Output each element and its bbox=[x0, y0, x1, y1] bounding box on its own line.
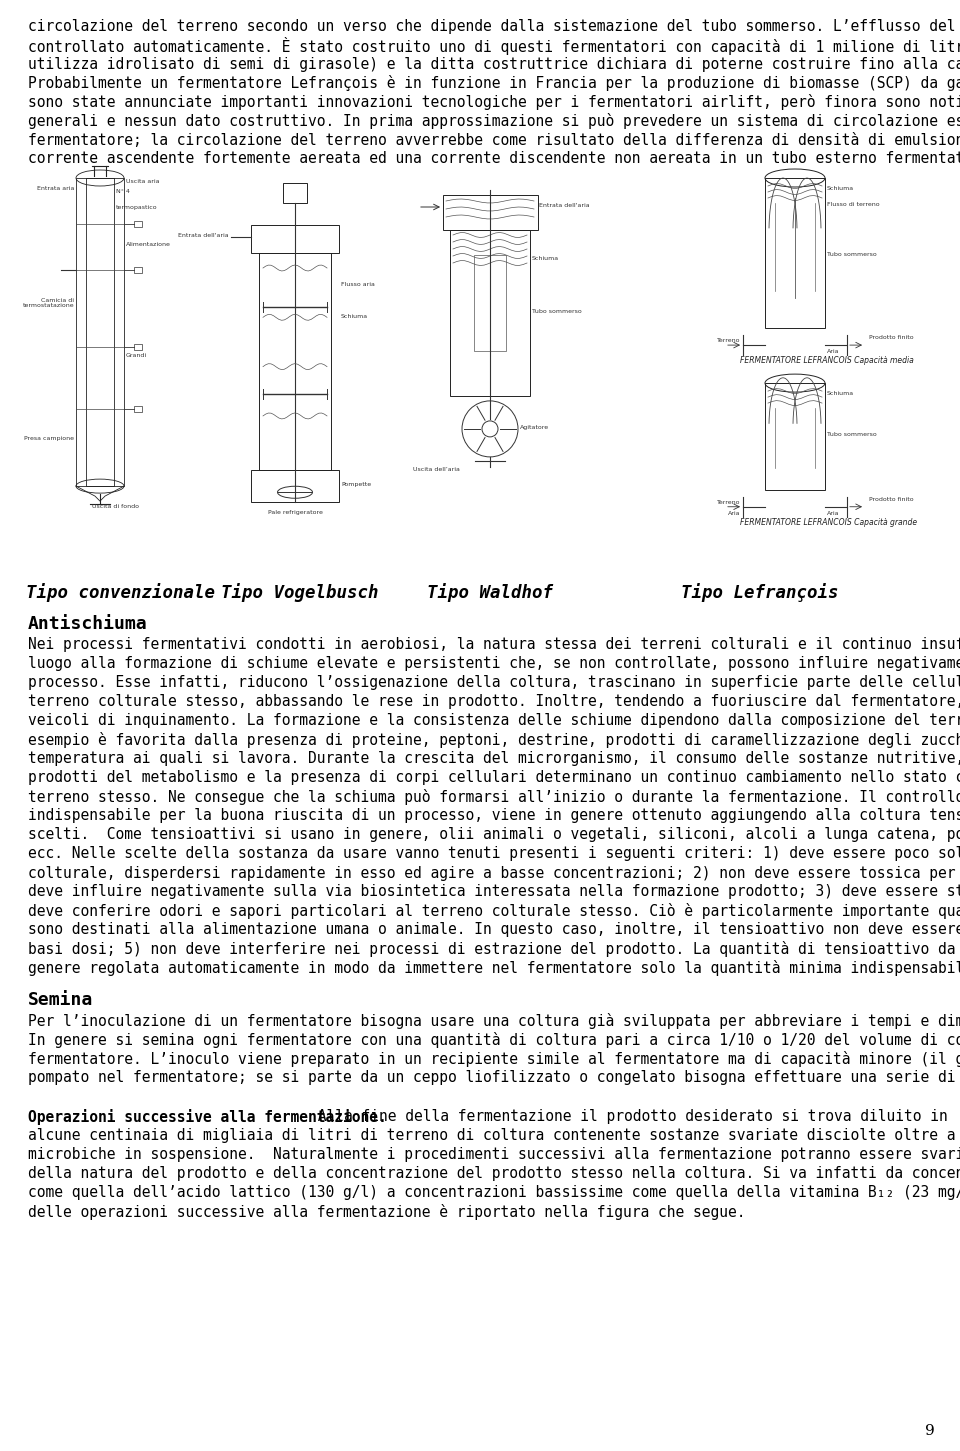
Text: microbiche in sospensione.  Naturalmente i procedimenti successivi alla fermenta: microbiche in sospensione. Naturalmente … bbox=[28, 1146, 960, 1162]
Text: processo. Esse infatti, riducono l’ossigenazione della coltura, trascinano in su: processo. Esse infatti, riducono l’ossig… bbox=[28, 675, 960, 691]
Bar bbox=[765, 178, 825, 328]
Text: Terreno: Terreno bbox=[716, 338, 740, 342]
Text: ecc. Nelle scelte della sostanza da usare vanno tenuti presenti i seguenti crite: ecc. Nelle scelte della sostanza da usar… bbox=[28, 846, 960, 860]
Text: Aria: Aria bbox=[728, 511, 740, 515]
Text: Schiuma: Schiuma bbox=[827, 186, 854, 192]
Bar bbox=[134, 267, 142, 273]
Text: prodotti del metabolismo e la presenza di corpi cellulari determinano un continu: prodotti del metabolismo e la presenza d… bbox=[28, 770, 960, 785]
Text: temperatura ai quali si lavora. Durante la crescita del microrganismo, il consum: temperatura ai quali si lavora. Durante … bbox=[28, 752, 960, 766]
Text: generali e nessun dato costruttivo. In prima approssimazione si può prevedere un: generali e nessun dato costruttivo. In p… bbox=[28, 113, 960, 129]
Text: In genere si semina ogni fermentatore con una quantità di coltura pari a circa 1: In genere si semina ogni fermentatore co… bbox=[28, 1032, 960, 1048]
Text: Flusso di terreno: Flusso di terreno bbox=[827, 202, 879, 207]
Text: Antischiuma: Antischiuma bbox=[28, 615, 148, 633]
Text: Terreno: Terreno bbox=[716, 499, 740, 505]
Text: Operazioni successive alla fermentazione.: Operazioni successive alla fermentazione… bbox=[28, 1109, 387, 1125]
Text: delle operazioni successive alla fermentazione è riportato nella figura che segu: delle operazioni successive alla ferment… bbox=[28, 1204, 746, 1220]
Text: genere regolata automaticamente in modo da immettere nel fermentatore solo la qu: genere regolata automaticamente in modo … bbox=[28, 961, 960, 977]
Text: alcune centinaia di migliaia di litri di terreno di coltura contenente sostanze : alcune centinaia di migliaia di litri di… bbox=[28, 1127, 960, 1143]
Text: come quella dell’acido lattico (130 g/l) a concentrazioni bassissime come quella: come quella dell’acido lattico (130 g/l)… bbox=[28, 1185, 960, 1200]
Text: Entrata aria: Entrata aria bbox=[36, 186, 74, 192]
Bar bbox=[76, 178, 124, 486]
Text: Tipo Lefrançois: Tipo Lefrançois bbox=[682, 583, 839, 602]
Text: pompato nel fermentatore; se si parte da un ceppo liofilizzato o congelato bisog: pompato nel fermentatore; se si parte da… bbox=[28, 1069, 960, 1085]
Bar bbox=[86, 178, 114, 486]
Text: luogo alla formazione di schiume elevate e persistenti che, se non controllate, : luogo alla formazione di schiume elevate… bbox=[28, 656, 960, 670]
Text: fermentatore. L’inoculo viene preparato in un recipiente simile al fermentatore : fermentatore. L’inoculo viene preparato … bbox=[28, 1051, 960, 1066]
Text: Tipo convenzionale: Tipo convenzionale bbox=[26, 583, 214, 602]
Text: basi dosi; 5) non deve interferire nei processi di estrazione del prodotto. La q: basi dosi; 5) non deve interferire nei p… bbox=[28, 942, 960, 958]
Text: Uscita dell’aria: Uscita dell’aria bbox=[413, 467, 460, 472]
Text: deve conferire odori e sapori particolari al terreno colturale stesso. Ciò è par: deve conferire odori e sapori particolar… bbox=[28, 903, 960, 918]
Bar bbox=[134, 406, 142, 412]
Text: Alla fine della fermentazione il prodotto desiderato si trova diluito in: Alla fine della fermentazione il prodott… bbox=[309, 1109, 948, 1125]
Text: Tubo sommerso: Tubo sommerso bbox=[827, 432, 876, 437]
Text: N° 4: N° 4 bbox=[116, 190, 130, 194]
Text: Flusso aria: Flusso aria bbox=[341, 281, 374, 287]
Text: corrente ascendente fortemente aereata ed una corrente discendente non aereata i: corrente ascendente fortemente aereata e… bbox=[28, 151, 960, 165]
Bar bbox=[443, 194, 538, 231]
Text: colturale, disperdersi rapidamente in esso ed agire a basse concentrazioni; 2) n: colturale, disperdersi rapidamente in es… bbox=[28, 865, 960, 881]
Text: Aria: Aria bbox=[827, 350, 839, 354]
Bar bbox=[450, 231, 530, 396]
Text: Grandi: Grandi bbox=[126, 353, 147, 358]
Text: sono state annunciate importanti innovazioni tecnologiche per i fermentatori air: sono state annunciate importanti innovaz… bbox=[28, 94, 960, 110]
Text: Alimentazione: Alimentazione bbox=[126, 242, 171, 247]
Text: Uscita di fondo: Uscita di fondo bbox=[92, 503, 139, 509]
Text: Entrata dell'aria: Entrata dell'aria bbox=[539, 203, 589, 207]
Text: fermentatore; la circolazione del terreno avverrebbe come risultato della differ: fermentatore; la circolazione del terren… bbox=[28, 132, 960, 148]
Text: Probabilmente un fermentatore Lefrançois è in funzione in Francia per la produzi: Probabilmente un fermentatore Lefrançois… bbox=[28, 75, 960, 91]
Text: indispensabile per la buona riuscita di un processo, viene in genere ottenuto ag: indispensabile per la buona riuscita di … bbox=[28, 808, 960, 823]
Text: Pompette: Pompette bbox=[341, 482, 372, 488]
Text: Semina: Semina bbox=[28, 991, 93, 1008]
Text: Tubo sommerso: Tubo sommerso bbox=[532, 309, 582, 313]
Text: Per l’inoculazione di un fermentatore bisogna usare una coltura già sviluppata p: Per l’inoculazione di un fermentatore bi… bbox=[28, 1013, 960, 1029]
Text: Schiuma: Schiuma bbox=[532, 255, 559, 261]
Text: deve influire negativamente sulla via biosintetica interessata nella formazione : deve influire negativamente sulla via bi… bbox=[28, 884, 960, 900]
Text: circolazione del terreno secondo un verso che dipende dalla sistemazione del tub: circolazione del terreno secondo un vers… bbox=[28, 17, 960, 33]
Text: terreno colturale stesso, abbassando le rese in prodotto. Inoltre, tendendo a fu: terreno colturale stesso, abbassando le … bbox=[28, 694, 960, 710]
Text: Prodotto finito: Prodotto finito bbox=[869, 496, 914, 502]
Text: sono destinati alla alimentazione umana o animale. In questo caso, inoltre, il t: sono destinati alla alimentazione umana … bbox=[28, 921, 960, 937]
Text: utilizza idrolisato di semi di girasole) e la ditta costruttrice dichiara di pot: utilizza idrolisato di semi di girasole)… bbox=[28, 57, 960, 73]
Text: 9: 9 bbox=[925, 1423, 935, 1438]
Text: Tubo sommerso: Tubo sommerso bbox=[827, 252, 876, 257]
Text: FERMENTATORE LEFRANCOIS Capacità media: FERMENTATORE LEFRANCOIS Capacità media bbox=[740, 355, 914, 366]
Text: Presa campione: Presa campione bbox=[24, 435, 74, 441]
Bar bbox=[283, 183, 307, 203]
Text: Nei processi fermentativi condotti in aerobiosi, la natura stessa dei terreni co: Nei processi fermentativi condotti in ae… bbox=[28, 637, 960, 651]
Text: Schiuma: Schiuma bbox=[827, 392, 854, 396]
Text: Camicia di
termostatazione: Camicia di termostatazione bbox=[22, 297, 74, 309]
Text: Pale refrigeratore: Pale refrigeratore bbox=[268, 511, 323, 515]
Bar bbox=[251, 470, 339, 502]
Text: esempio è favorita dalla presenza di proteine, peptoni, destrine, prodotti di ca: esempio è favorita dalla presenza di pro… bbox=[28, 731, 960, 749]
Text: della natura del prodotto e della concentrazione del prodotto stesso nella coltu: della natura del prodotto e della concen… bbox=[28, 1167, 960, 1181]
Text: termopastico: termopastico bbox=[116, 205, 157, 210]
Text: Tipo Vogelbusch: Tipo Vogelbusch bbox=[221, 583, 379, 602]
Bar bbox=[765, 383, 825, 490]
Text: terreno stesso. Ne consegue che la schiuma può formarsi all’inizio o durante la : terreno stesso. Ne consegue che la schiu… bbox=[28, 789, 960, 805]
Text: Uscita aria: Uscita aria bbox=[126, 178, 159, 184]
Text: veicoli di inquinamento. La formazione e la consistenza delle schiume dipendono : veicoli di inquinamento. La formazione e… bbox=[28, 712, 960, 728]
Bar bbox=[259, 252, 331, 470]
Text: scelti.  Come tensioattivi si usano in genere, olii animali o vegetali, siliconi: scelti. Come tensioattivi si usano in ge… bbox=[28, 827, 960, 842]
Text: Entrata dell'aria: Entrata dell'aria bbox=[179, 234, 229, 238]
Text: FERMENTATORE LEFRANCOIS Capacità grande: FERMENTATORE LEFRANCOIS Capacità grande bbox=[740, 518, 917, 527]
Bar bbox=[474, 255, 506, 351]
Bar bbox=[134, 344, 142, 351]
Text: Prodotto finito: Prodotto finito bbox=[869, 335, 914, 340]
Text: Aria: Aria bbox=[827, 511, 839, 515]
Text: Schiuma: Schiuma bbox=[341, 315, 368, 319]
Text: controllato automaticamente. È stato costruito uno di questi fermentatori con ca: controllato automaticamente. È stato cos… bbox=[28, 36, 960, 55]
Text: Agitatore: Agitatore bbox=[520, 425, 549, 429]
Bar bbox=[134, 221, 142, 228]
Bar bbox=[251, 225, 339, 252]
Text: Tipo Waldhof: Tipo Waldhof bbox=[427, 583, 553, 602]
